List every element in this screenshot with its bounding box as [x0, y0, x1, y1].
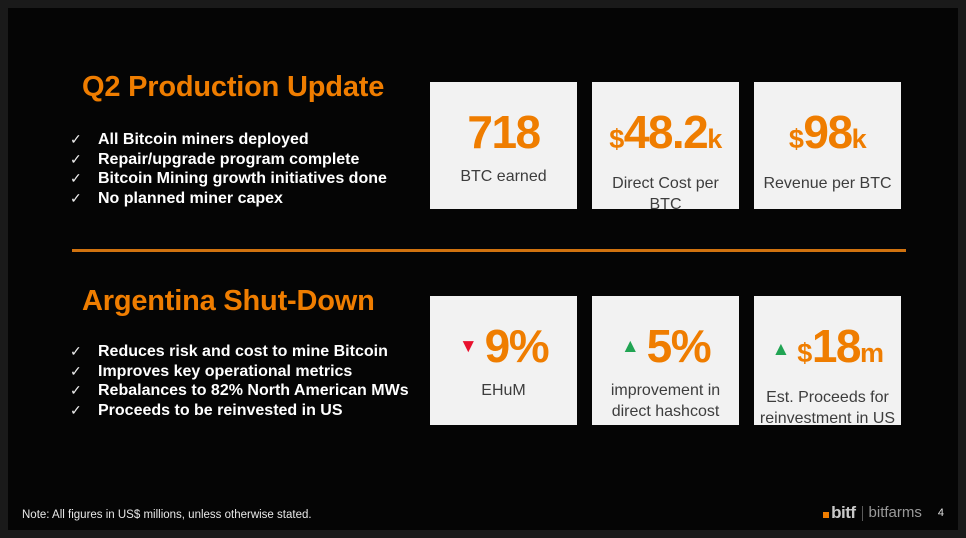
bullet-text: Repair/upgrade program complete: [98, 150, 360, 168]
logo-wordmark: bitfarms: [868, 504, 922, 521]
bullet-text: Proceeds to be reinvested in US: [98, 401, 343, 419]
stat-value: $48.2 k: [609, 108, 722, 163]
section-divider: [72, 249, 906, 252]
bullet-item: ✓ Proceeds to be reinvested in US: [70, 401, 409, 421]
bitfarms-logo: bitf bitfarms 4: [823, 504, 944, 522]
stat-cards-row-q2: 718 BTC earned $48.2 k Direct Cost per BT…: [430, 82, 901, 213]
bullet-text: All Bitcoin miners deployed: [98, 131, 309, 148]
section-title-argentina-shut-down: Argentina Shut-Down: [82, 285, 375, 317]
page-number: 4: [937, 507, 944, 519]
stat-label: improvement in direct hashcost: [611, 380, 720, 422]
bullet-item: ✓ Rebalances to 82% North American MWs: [70, 381, 409, 401]
bullet-text: Bitcoin Mining growth initiatives done: [98, 170, 387, 187]
stat-value-main: 718: [467, 106, 541, 158]
stat-card-direct-cost-per-btc: $48.2 k Direct Cost per BTC: [592, 82, 739, 213]
stat-value-main: 98: [803, 106, 853, 158]
stat-card-est-proceeds: ▲ $18 m Est. Proceeds for reinvestment in …: [754, 296, 901, 427]
stat-value-suffix: m: [860, 338, 884, 368]
stat-label-line: Direct Cost per BTC: [612, 175, 719, 213]
stat-value-prefix: $: [788, 124, 804, 154]
stat-label-line: BTC earned: [460, 168, 547, 185]
stat-value: ▲ 5%: [620, 320, 712, 372]
check-icon: ✓: [70, 382, 82, 398]
footer-note: Note: All figures in US$ millions, unles…: [22, 509, 312, 521]
stat-label-line: direct hashcost: [611, 403, 720, 420]
stat-value-suffix: k: [851, 124, 867, 154]
stat-card-ehum: ▼ 9% EHuM: [430, 296, 577, 425]
stat-label-line: EHuM: [481, 382, 526, 399]
stat-card-btc-earned: 718 BTC earned: [430, 82, 577, 209]
stat-label: Direct Cost per BTC: [596, 173, 735, 215]
arrow-up-icon: ▲: [620, 335, 640, 357]
stat-label: Est. Proceeds for reinvestment in US: [760, 387, 895, 429]
bullet-list-argentina: ✓ Reduces risk and cost to mine Bitcoin …: [70, 342, 409, 420]
stat-value-main: 9%: [484, 320, 550, 372]
bullet-item: ✓ Repair/upgrade program complete: [70, 150, 387, 170]
stat-label: BTC earned: [460, 166, 546, 187]
check-icon: ✓: [70, 170, 82, 186]
arrow-up-icon: ▲: [771, 339, 791, 360]
stat-value-prefix: $: [609, 124, 624, 154]
stat-value: ▼ 9%: [458, 320, 550, 372]
bullet-item: ✓ Improves key operational metrics: [70, 362, 409, 382]
logo-dot-icon: [823, 512, 830, 518]
check-icon: ✓: [70, 401, 82, 418]
bullet-item: ✓ Reduces risk and cost to mine Bitcoin: [70, 342, 409, 362]
stat-value-prefix: $: [797, 338, 812, 368]
stat-value: 718: [467, 106, 541, 158]
arrow-down-icon: ▼: [458, 335, 478, 357]
logo-separator: [861, 505, 863, 521]
check-icon: ✓: [70, 343, 82, 359]
check-icon: ✓: [70, 131, 82, 147]
stat-label: EHuM: [481, 380, 525, 401]
bullet-text: No planned miner capex: [98, 189, 283, 207]
stat-label-line: Revenue per BTC: [763, 175, 892, 192]
stat-value: $98 k: [788, 106, 867, 163]
stat-label-line: improvement in: [610, 382, 721, 399]
stat-card-hashcost-improvement: ▲ 5% improvement in direct hashcost: [592, 296, 739, 425]
bullet-item: ✓ Bitcoin Mining growth initiatives done: [70, 169, 387, 189]
stat-card-revenue-per-btc: $98 k Revenue per BTC: [754, 82, 901, 209]
stat-value: ▲ $18 m: [771, 320, 884, 377]
stat-value-suffix: k: [707, 124, 722, 154]
logo-mark: bitf: [831, 503, 856, 522]
stat-label: Revenue per BTC: [763, 173, 891, 194]
stat-label-line: reinvestment in US: [759, 410, 896, 427]
bullet-item: ✓ All Bitcoin miners deployed: [70, 130, 387, 150]
check-icon: ✓: [70, 150, 82, 167]
bullet-text: Rebalances to 82% North American MWs: [98, 382, 409, 399]
stat-value-main: 48.2: [623, 106, 709, 158]
bullet-text: Reduces risk and cost to mine Bitcoin: [98, 343, 388, 360]
bullet-text: Improves key operational metrics: [98, 362, 353, 380]
section-title-q2-production-update: Q2 Production Update: [82, 71, 385, 103]
bullet-item: ✓ No planned miner capex: [70, 189, 387, 209]
check-icon: ✓: [70, 189, 82, 206]
stat-label-line: Est. Proceeds for: [766, 389, 889, 406]
stat-value-main: 18: [811, 320, 862, 372]
check-icon: ✓: [70, 362, 82, 379]
bullet-list-q2-production: ✓ All Bitcoin miners deployed ✓ Repair/u…: [70, 130, 387, 208]
stat-value-main: 5%: [646, 320, 712, 372]
stat-cards-row-argentina: ▼ 9% EHuM ▲ 5% improvement in direct hashc…: [430, 296, 901, 427]
